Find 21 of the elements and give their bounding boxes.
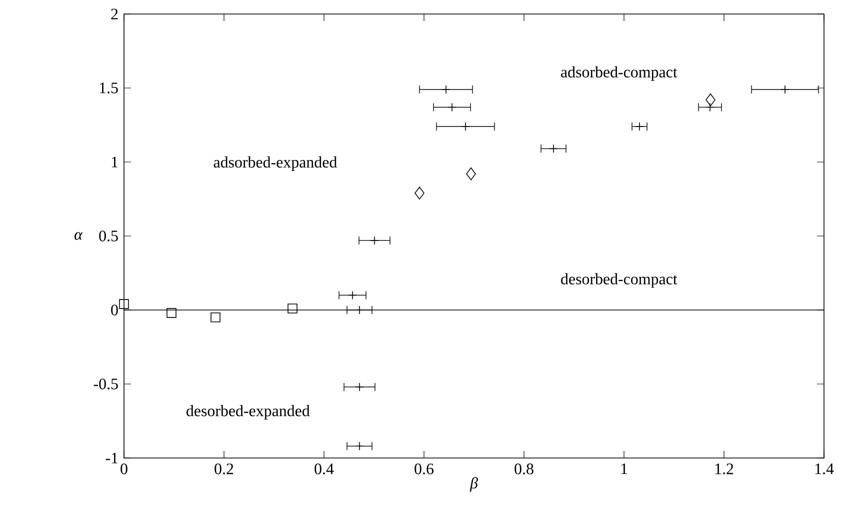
- x-axis-title: β: [470, 477, 478, 492]
- x-tick-label: 0: [120, 464, 128, 474]
- y-axis-title: α: [74, 232, 83, 240]
- x-tick-label: 1: [621, 464, 628, 474]
- y-tick-label: -1: [106, 452, 118, 464]
- y-tick-label: 0.5: [99, 230, 118, 242]
- y-tick-label: 0: [111, 304, 118, 316]
- x-tick-label: 0.8: [514, 464, 534, 474]
- annotation: adsorbed-compact: [561, 66, 678, 81]
- x-tick-label: 0.2: [214, 464, 234, 474]
- y-tick-label: 2: [111, 8, 118, 20]
- x-tick-label: 0.4: [314, 464, 334, 474]
- annotation: adsorbed-expanded: [214, 156, 337, 171]
- x-tick-label: 1.2: [715, 464, 734, 474]
- y-tick-label: -0.5: [94, 378, 118, 390]
- annotation: desorbed-expanded: [186, 405, 310, 420]
- annotation: desorbed-compact: [561, 273, 678, 288]
- y-tick-label: 1: [112, 156, 118, 168]
- x-tick-label: 0.6: [414, 464, 434, 474]
- y-tick-label: 1.5: [100, 82, 118, 94]
- x-tick-label: 1.4: [815, 464, 834, 474]
